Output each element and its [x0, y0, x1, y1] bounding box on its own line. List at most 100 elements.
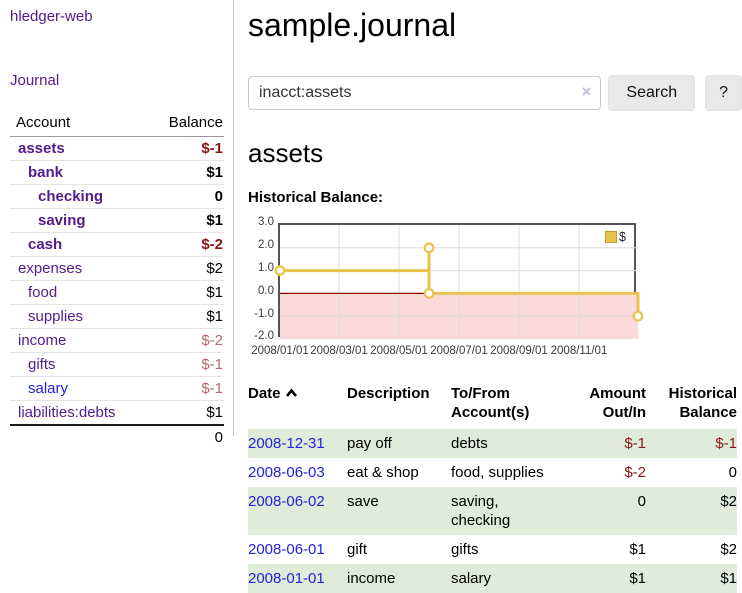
account-link-gifts[interactable]: gifts	[28, 356, 56, 373]
y-tick-label: 0.0	[258, 285, 274, 297]
account-row: liabilities:debts $1	[10, 400, 224, 425]
search-button[interactable]: Search	[608, 75, 696, 111]
transaction-date-link[interactable]: 2008-06-03	[248, 464, 325, 481]
account-link-checking[interactable]: checking	[38, 188, 104, 205]
account-row: supplies $1	[10, 304, 224, 329]
account-link-saving[interactable]: saving	[38, 212, 86, 229]
col-amount-line1: Amount	[589, 385, 646, 402]
x-tick-label: 2008/03/01	[310, 345, 368, 357]
account-row: cash $-2	[10, 232, 224, 257]
account-balance: $-2	[145, 328, 224, 353]
account-link-liabilities-debts[interactable]: liabilities:debts	[18, 404, 116, 421]
account-link-food[interactable]: food	[28, 284, 58, 301]
accounts-total-row: 0	[10, 424, 224, 449]
transaction-amount: $-1	[566, 429, 646, 458]
account-balance: $-1	[145, 352, 224, 377]
account-link-cash[interactable]: cash	[28, 236, 63, 253]
register-row: 2008-01-01 income salary $1 $1	[248, 564, 737, 593]
transaction-description: gift	[347, 541, 368, 558]
transaction-description: income	[347, 564, 451, 593]
transaction-amount: $1	[566, 564, 646, 593]
account-balance: $1	[145, 400, 224, 425]
col-tofrom-line1: To/From	[451, 385, 510, 402]
accounts-total: 0	[145, 424, 224, 449]
account-balance: $1	[145, 208, 224, 233]
search-form: × Search ?	[248, 75, 742, 111]
account-balance: $1	[145, 160, 224, 185]
sidebar-item-journal[interactable]: Journal	[10, 72, 60, 89]
account-row: salary $-1	[10, 376, 224, 401]
col-historical-balance: Historical Balance	[646, 382, 737, 429]
account-row: assets $-1	[10, 137, 224, 161]
brand-link[interactable]: hledger-web	[10, 8, 93, 25]
accounts-table: Account Balance assets $-1 bank $1 check…	[10, 111, 224, 449]
register-row: 2008-06-02 save saving, checking 0 $2	[248, 487, 737, 535]
y-tick-label: -1.0	[254, 308, 274, 320]
account-link-bank[interactable]: bank	[28, 164, 64, 181]
col-amount: Amount Out/In	[566, 382, 646, 429]
account-row: food $1	[10, 280, 224, 305]
y-tick-label: 2.0	[258, 239, 274, 251]
col-hist-line1: Historical	[668, 385, 737, 402]
col-hist-line2: Balance	[679, 404, 737, 421]
account-row: expenses $2	[10, 256, 224, 281]
plot-area: $	[274, 223, 644, 339]
sort-ascending-icon	[285, 384, 298, 403]
transaction-accounts: salary	[451, 564, 566, 593]
accounts-col-account: Account	[10, 111, 146, 137]
account-balance: $2	[145, 256, 224, 281]
account-link-income[interactable]: income	[18, 332, 67, 349]
search-help-button[interactable]: ?	[705, 75, 742, 111]
x-tick-label: 2008/09/01	[490, 345, 548, 357]
col-description: Description	[347, 385, 430, 402]
historical-balance-chart: 3.0 2.0 1.0 0.0 -1.0 -2.0	[248, 216, 688, 359]
transaction-description: save	[347, 487, 451, 535]
col-tofrom: To/From Account(s)	[451, 382, 566, 429]
account-balance: $-1	[145, 376, 224, 401]
x-tick-label: 2008/01/01	[251, 345, 309, 357]
col-amount-line2: Out/In	[602, 404, 646, 421]
account-link-expenses[interactable]: expenses	[18, 260, 83, 277]
register-table: Date Description To/From Account(s) Amou…	[248, 382, 737, 593]
account-link-supplies[interactable]: supplies	[28, 308, 84, 325]
col-date-label: Date	[248, 385, 281, 402]
transaction-amount: $1	[629, 541, 646, 558]
transaction-date-link[interactable]: 2008-06-02	[248, 493, 325, 510]
register-row: 2008-06-01 gift gifts $1 $2	[248, 535, 737, 564]
transaction-description: eat & shop	[347, 464, 419, 481]
search-input-wrap: ×	[248, 76, 602, 110]
account-link-salary[interactable]: salary	[28, 380, 69, 397]
account-row: gifts $-1	[10, 352, 224, 377]
transaction-accounts: saving, checking	[451, 487, 566, 535]
sidebar-nav: Journal	[10, 72, 224, 90]
col-date[interactable]: Date	[248, 382, 347, 429]
main-content: sample.journal × Search ? assets Histori…	[234, 0, 742, 593]
transaction-date-link[interactable]: 2008-01-01	[248, 570, 325, 587]
transaction-date-link[interactable]: 2008-06-01	[248, 541, 325, 558]
account-balance: $-2	[145, 232, 224, 257]
transaction-description: pay off	[347, 429, 451, 458]
transaction-accounts: debts	[451, 429, 566, 458]
legend-label: $	[619, 230, 626, 244]
transaction-balance: 0	[728, 464, 737, 481]
page-title: sample.journal	[248, 7, 457, 43]
account-balance: $-1	[201, 140, 223, 157]
transaction-date-link[interactable]: 2008-12-31	[248, 435, 325, 452]
clear-search-icon[interactable]: ×	[581, 82, 592, 101]
transaction-amount: 0	[566, 487, 646, 535]
y-tick-label: 1.0	[258, 262, 274, 274]
account-row: income $-2	[10, 328, 224, 353]
transaction-balance: $1	[646, 564, 737, 593]
x-tick-label: 2008/07/01	[430, 345, 488, 357]
x-tick-label: 2008/05/01	[370, 345, 428, 357]
account-row: bank $1	[10, 160, 224, 185]
brand: hledger-web	[10, 8, 224, 26]
chart-heading: Historical Balance:	[248, 189, 384, 206]
account-link-assets[interactable]: assets	[18, 140, 65, 157]
sidebar: hledger-web Journal Account Balance asse…	[0, 0, 234, 449]
search-input[interactable]	[248, 76, 602, 110]
accounts-col-balance: Balance	[145, 111, 224, 137]
account-heading: assets	[248, 138, 324, 168]
y-tick-label: -2.0	[254, 330, 274, 342]
